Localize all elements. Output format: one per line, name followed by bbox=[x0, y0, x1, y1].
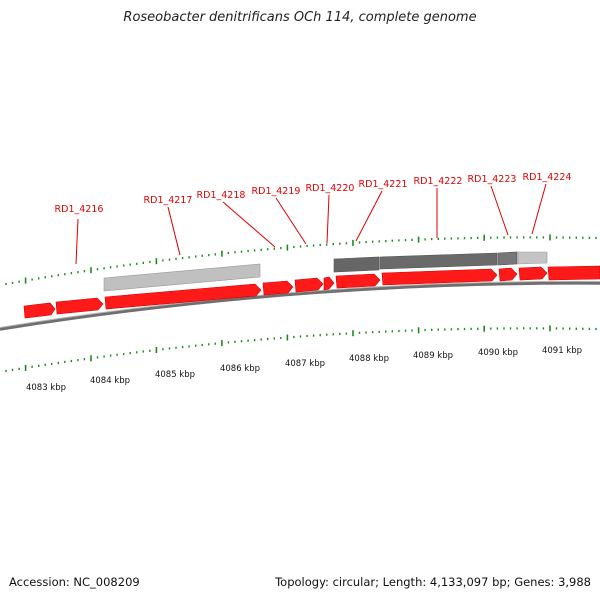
gene-label-rd1-4220[interactable]: RD1_4220 bbox=[306, 183, 355, 194]
gene-arrow[interactable] bbox=[262, 280, 294, 296]
feature-bar-light[interactable] bbox=[103, 263, 261, 292]
leader-line bbox=[222, 201, 276, 248]
gene-arrow[interactable] bbox=[104, 283, 262, 310]
gene-arrow[interactable] bbox=[498, 267, 518, 282]
accession-text: Accession: NC_008209 bbox=[9, 575, 140, 589]
gene-label-rd1-4222[interactable]: RD1_4222 bbox=[414, 176, 463, 187]
gene-label-leaders bbox=[75, 183, 547, 265]
genome-backbone bbox=[0, 281, 600, 331]
gene-arrow[interactable] bbox=[518, 266, 548, 281]
gene-label-rd1-4217[interactable]: RD1_4217 bbox=[144, 195, 193, 206]
leader-line bbox=[326, 194, 330, 244]
leader-line bbox=[75, 218, 79, 265]
gene-label-rd1-4224[interactable]: RD1_4224 bbox=[523, 172, 572, 183]
map-title: Roseobacter denitrificans OCh 114, compl… bbox=[123, 10, 477, 25]
scale-label: 4085 kbp bbox=[155, 370, 195, 380]
feature-bar-light[interactable] bbox=[517, 251, 548, 265]
gene-label-rd1-4216[interactable]: RD1_4216 bbox=[55, 204, 104, 215]
gene-arrow[interactable] bbox=[547, 265, 600, 281]
gene-label-rd1-4218[interactable]: RD1_4218 bbox=[197, 190, 246, 201]
feature-bar-dark[interactable] bbox=[497, 251, 518, 266]
leader-line bbox=[531, 183, 547, 235]
gene-label-rd1-4223[interactable]: RD1_4223 bbox=[468, 174, 517, 185]
scale-label: 4087 kbp bbox=[285, 359, 325, 369]
inner-scale-ticks bbox=[5, 325, 597, 373]
gene-arrow[interactable] bbox=[55, 297, 104, 315]
genome-backbone-highlight bbox=[0, 280, 600, 328]
scale-label: 4083 kbp bbox=[26, 383, 66, 393]
feature-bar-dark[interactable] bbox=[379, 252, 498, 270]
leader-line bbox=[490, 185, 509, 236]
gene-arrow[interactable] bbox=[294, 277, 324, 293]
feature-bar-dark[interactable] bbox=[333, 256, 380, 273]
gene-label-rd1-4219[interactable]: RD1_4219 bbox=[252, 186, 301, 197]
outer-scale-ticks bbox=[5, 234, 597, 286]
scale-label: 4084 kbp bbox=[90, 376, 130, 386]
scale-label: 4086 kbp bbox=[220, 364, 260, 374]
gene-arrow[interactable] bbox=[381, 268, 498, 286]
gene-arrow[interactable] bbox=[23, 302, 56, 319]
gene-label-rd1-4221[interactable]: RD1_4221 bbox=[359, 179, 408, 190]
scale-label: 4090 kbp bbox=[478, 348, 518, 358]
scale-label: 4089 kbp bbox=[413, 351, 453, 361]
gene-arrow[interactable] bbox=[323, 276, 335, 291]
leader-line bbox=[275, 197, 307, 245]
gene-arrow[interactable] bbox=[335, 273, 381, 289]
leader-line bbox=[355, 190, 383, 242]
scale-label: 4088 kbp bbox=[349, 354, 389, 364]
scale-label: 4091 kbp bbox=[542, 346, 582, 356]
genome-summary-text: Topology: circular; Length: 4,133,097 bp… bbox=[275, 575, 591, 589]
leader-line bbox=[167, 206, 181, 256]
